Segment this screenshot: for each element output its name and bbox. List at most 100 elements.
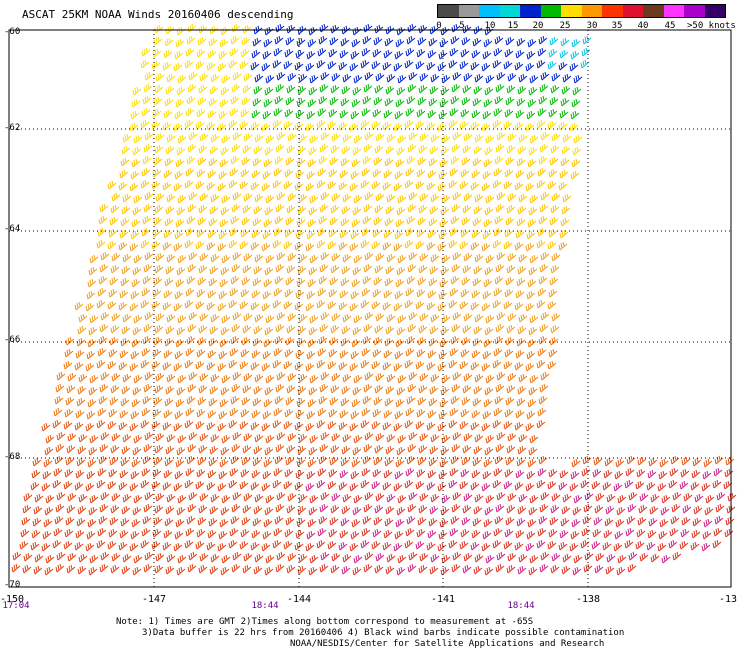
wind-barb: [199, 492, 209, 502]
wind-barb: [320, 71, 330, 81]
wind-barb: [283, 120, 293, 130]
wind-barb: [648, 517, 658, 527]
wind-barb: [451, 203, 461, 213]
wind-barb: [307, 218, 317, 228]
wind-barb: [353, 494, 363, 504]
wind-barb: [208, 397, 218, 407]
wind-barb: [132, 386, 142, 396]
wind-barb: [142, 395, 152, 405]
wind-barb: [504, 108, 514, 118]
wind-barb: [616, 506, 626, 516]
wind-barb: [485, 314, 495, 324]
wind-barb: [198, 24, 208, 34]
wind-barb: [417, 156, 427, 166]
wind-barb: [307, 398, 317, 408]
wind-barb: [472, 217, 482, 227]
wind-barb: [177, 254, 187, 264]
wind-barb: [385, 385, 395, 395]
wind-barb: [649, 505, 659, 515]
wind-barb: [504, 468, 514, 478]
wind-barb: [482, 530, 492, 540]
wind-barb: [273, 227, 283, 237]
wind-barb: [276, 551, 286, 561]
wind-barb: [229, 467, 239, 477]
wind-barb: [133, 374, 143, 384]
wind-barb: [218, 170, 228, 180]
wind-barb: [483, 338, 493, 348]
wind-barb: [647, 469, 657, 479]
wind-barb: [474, 553, 484, 563]
wind-barb: [86, 410, 96, 420]
wind-barb: [539, 383, 549, 393]
wind-barb: [122, 553, 132, 563]
wind-barb: [273, 107, 283, 117]
wind-barb: [472, 277, 482, 287]
wind-barb: [361, 47, 371, 57]
wind-barb: [118, 481, 128, 491]
wind-barb: [485, 134, 495, 144]
legend-swatch-3: [499, 5, 520, 17]
wind-barb: [207, 529, 217, 539]
wind-barb: [66, 384, 76, 394]
wind-barb: [438, 530, 448, 540]
wind-barb: [525, 182, 535, 192]
wind-barb: [560, 37, 570, 47]
wind-barb: [316, 239, 326, 249]
wind-barb: [551, 192, 561, 202]
wind-barb: [327, 60, 337, 70]
wind-barb: [232, 251, 242, 261]
wind-barb: [493, 527, 503, 537]
wind-barb: [382, 241, 392, 251]
wind-barb: [460, 528, 470, 538]
wind-barb: [188, 71, 198, 81]
wind-barb: [536, 239, 546, 249]
wind-barb: [449, 467, 459, 477]
wind-barb: [383, 229, 393, 239]
wind-barb: [163, 229, 173, 239]
wind-barb: [658, 530, 668, 540]
wind-barb: [492, 359, 502, 369]
wind-barb: [283, 480, 293, 490]
wind-barb: [440, 326, 450, 336]
wind-barb: [143, 203, 153, 213]
wind-barb: [275, 503, 285, 513]
wind-barb: [295, 109, 305, 119]
wind-barb: [385, 565, 395, 575]
wind-barb: [151, 240, 161, 250]
wind-barb: [129, 242, 139, 252]
wind-barb: [657, 482, 667, 492]
wind-barb: [537, 227, 547, 237]
wind-barb: [386, 133, 396, 143]
wind-barb: [143, 83, 153, 93]
wind-barb: [232, 191, 242, 201]
wind-barb: [591, 480, 601, 490]
wind-barb: [229, 527, 239, 537]
wind-barb: [67, 552, 77, 562]
wind-barb: [540, 551, 550, 561]
wind-barb: [305, 542, 315, 552]
wind-barb: [471, 49, 481, 59]
wind-barb: [199, 132, 209, 142]
wind-barb: [362, 515, 372, 525]
wind-barb: [496, 71, 506, 81]
wind-barb: [679, 540, 689, 550]
wind-barb: [87, 458, 97, 468]
wind-barb: [637, 456, 647, 466]
wind-barb: [66, 564, 76, 574]
wind-barb: [232, 371, 242, 381]
wind-barb: [295, 469, 305, 479]
wind-barb: [286, 144, 296, 154]
wind-barb: [507, 492, 517, 502]
wind-barb: [197, 96, 207, 106]
wind-barb: [118, 541, 128, 551]
wind-barb: [207, 229, 217, 239]
wind-barb: [537, 347, 547, 357]
wind-barb: [140, 299, 150, 309]
wind-barb: [284, 348, 294, 358]
wind-barb: [208, 217, 218, 227]
wind-barb: [196, 468, 206, 478]
wind-barb: [295, 289, 305, 299]
wind-barb: [197, 396, 207, 406]
wind-barb: [582, 455, 592, 465]
wind-barb: [320, 551, 330, 561]
